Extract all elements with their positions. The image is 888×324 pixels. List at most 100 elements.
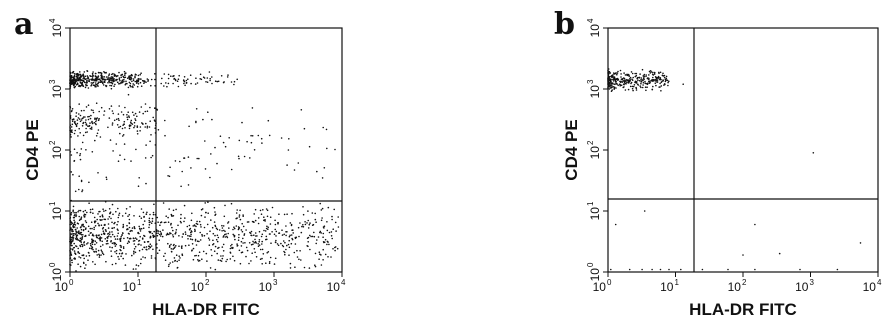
event-point [652, 76, 654, 79]
event-point [118, 212, 121, 215]
event-point [128, 226, 131, 229]
event-point [84, 267, 86, 270]
event-point [118, 105, 120, 107]
event-point [74, 252, 76, 254]
event-point [133, 243, 136, 245]
event-point [79, 226, 82, 229]
event-point [289, 234, 291, 237]
event-point [612, 80, 615, 82]
event-point [130, 119, 133, 122]
event-point [78, 84, 81, 87]
event-point [76, 234, 79, 236]
event-point [288, 254, 290, 256]
event-point [149, 140, 151, 143]
event-point [84, 121, 87, 124]
plot-frame-b [607, 27, 879, 273]
event-point [235, 225, 238, 227]
event-point [151, 232, 154, 235]
event-point [83, 76, 85, 78]
event-point [94, 117, 96, 119]
event-point [133, 253, 135, 255]
event-point [145, 122, 147, 125]
event-point [299, 250, 301, 252]
event-point [115, 143, 118, 145]
event-point [135, 148, 137, 151]
event-point [72, 237, 75, 239]
event-point [111, 79, 113, 82]
event-point [254, 241, 257, 243]
event-point [233, 226, 235, 228]
event-point [110, 81, 113, 84]
event-point [239, 209, 241, 212]
event-point [102, 230, 105, 232]
event-point [182, 233, 184, 235]
event-point [145, 246, 148, 248]
panel-letter-b: b [554, 7, 575, 42]
event-point [93, 79, 96, 81]
event-point [242, 215, 244, 217]
event-point [79, 245, 82, 248]
event-point [163, 85, 165, 87]
event-point [263, 219, 265, 222]
event-point [141, 238, 144, 240]
event-point [642, 75, 644, 77]
event-point [230, 247, 233, 249]
event-point [116, 124, 119, 126]
event-point [201, 233, 203, 236]
event-point [158, 249, 161, 252]
event-point [84, 235, 86, 238]
event-point [71, 233, 73, 235]
event-point [170, 250, 173, 253]
event-point [216, 240, 219, 243]
event-point [90, 126, 93, 129]
event-point [81, 236, 84, 238]
event-point [82, 225, 85, 227]
event-point [215, 227, 218, 230]
event-point [195, 254, 197, 257]
event-point [267, 119, 270, 122]
event-point [637, 76, 639, 79]
event-point [608, 81, 611, 84]
event-point [181, 245, 183, 247]
event-point [110, 76, 113, 78]
event-point [322, 248, 325, 251]
event-point [79, 120, 82, 123]
event-point [121, 232, 124, 234]
event-point [186, 225, 189, 228]
event-point [86, 243, 88, 245]
event-point [70, 221, 73, 224]
event-point [122, 113, 125, 116]
event-point [147, 240, 150, 243]
event-point [652, 71, 654, 74]
event-point [117, 207, 119, 210]
event-point [173, 247, 175, 249]
event-point [70, 259, 73, 262]
event-point [196, 220, 198, 223]
event-point [172, 82, 174, 85]
event-point [109, 81, 111, 84]
event-point [217, 259, 220, 261]
event-point [108, 216, 111, 218]
event-point [131, 80, 133, 83]
event-point [140, 72, 142, 74]
event-point [73, 216, 75, 219]
event-point [267, 228, 269, 230]
event-point [124, 74, 126, 77]
event-point [243, 155, 246, 158]
event-point [169, 244, 171, 247]
event-point [665, 79, 667, 81]
event-point [615, 87, 617, 89]
event-point [322, 236, 324, 238]
event-point [114, 83, 116, 86]
event-point [179, 160, 181, 163]
event-point [143, 80, 146, 82]
event-point [274, 219, 276, 222]
event-point [78, 113, 80, 115]
event-point [133, 126, 135, 129]
event-point [131, 227, 134, 229]
event-point [214, 245, 217, 248]
event-point [224, 204, 226, 207]
event-point [232, 228, 234, 231]
event-point [75, 80, 77, 83]
